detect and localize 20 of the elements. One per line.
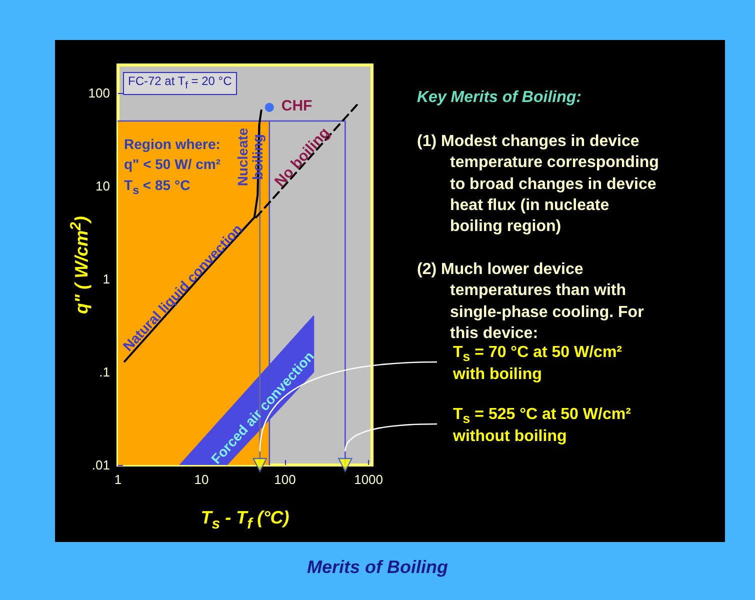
text: Merits of Boiling bbox=[306, 557, 449, 578]
y-tick-label: .01 bbox=[92, 458, 110, 472]
y-tick-label: 100 bbox=[88, 85, 110, 100]
text: (2) Much lower device temperatures than with single-phase cooling. For this device: bbox=[417, 260, 644, 344]
text: (1) Modest changes in device temperature corresponding to broad changes in device heat flux (in nucleate boiling region) bbox=[417, 132, 659, 238]
x-tick-label: 1 bbox=[114, 472, 122, 487]
x-tick-label: 100 bbox=[274, 472, 296, 487]
annotation: CHF bbox=[281, 98, 312, 117]
y-tick-label: 10 bbox=[96, 178, 110, 194]
annotation: FC-72 at T$_{f}$ = 20 °C bbox=[123, 72, 237, 95]
y-tick-label: .1 bbox=[99, 364, 110, 380]
text: Key Merits of Boiling: bbox=[417, 88, 582, 108]
annotation: Region where: q" < 50 W/ cm² T$_{s}$ < 85 °C bbox=[124, 135, 220, 198]
x-axis-title: T$_{s}$ - T$_{f}$ (°C) bbox=[200, 508, 290, 532]
x-tick-label: 1000 bbox=[354, 472, 384, 487]
annotation: Nucleate boiling bbox=[234, 128, 265, 186]
y-tick-label: 1 bbox=[102, 272, 110, 286]
annotation: T$_{s}$ = 70 °C at 50 W/cm² with boiling bbox=[453, 343, 622, 384]
x-tick-label: 10 bbox=[194, 472, 209, 487]
annotation: T$_{s}$ = 525 °C at 50 W/cm² without boiling bbox=[453, 405, 631, 446]
